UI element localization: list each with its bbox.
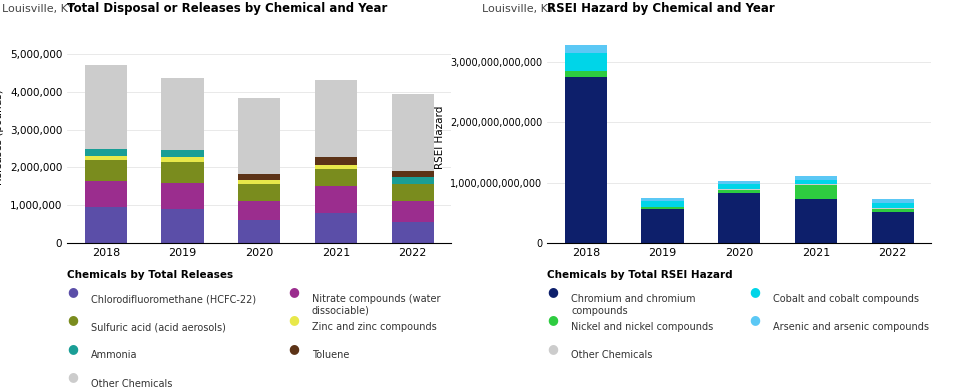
- Bar: [161, 162, 204, 183]
- Bar: [564, 53, 607, 71]
- Text: Louisville, KY: Louisville, KY: [482, 4, 554, 14]
- Bar: [564, 45, 607, 53]
- Y-axis label: RSEI Hazard: RSEI Hazard: [435, 105, 444, 169]
- Bar: [718, 190, 760, 193]
- Bar: [238, 220, 280, 243]
- Text: Other Chemicals: Other Chemicals: [571, 350, 653, 361]
- Bar: [392, 222, 434, 243]
- Bar: [238, 201, 280, 220]
- Text: Chemicals by Total Releases: Chemicals by Total Releases: [67, 270, 233, 281]
- Bar: [315, 213, 357, 243]
- Text: Chemicals by Total RSEI Hazard: Chemicals by Total RSEI Hazard: [547, 270, 732, 281]
- Text: Chlorodifluoromethane (HCFC-22): Chlorodifluoromethane (HCFC-22): [91, 294, 256, 304]
- Bar: [641, 201, 684, 207]
- Bar: [161, 150, 204, 157]
- Bar: [718, 181, 760, 184]
- Bar: [84, 181, 127, 207]
- Text: Ammonia: Ammonia: [91, 350, 137, 361]
- Bar: [315, 169, 357, 186]
- Bar: [238, 180, 280, 185]
- Bar: [315, 186, 357, 213]
- Bar: [564, 77, 607, 243]
- Bar: [161, 78, 204, 150]
- Text: Zinc and zinc compounds: Zinc and zinc compounds: [312, 322, 437, 332]
- Y-axis label: Releases (pounds): Releases (pounds): [0, 89, 5, 185]
- Text: Arsenic and arsenic compounds: Arsenic and arsenic compounds: [773, 322, 929, 332]
- Bar: [641, 207, 684, 209]
- Text: Louisville, KY: Louisville, KY: [2, 4, 74, 14]
- Bar: [84, 149, 127, 156]
- Bar: [872, 212, 914, 243]
- Text: ●: ●: [547, 313, 558, 327]
- Text: ●: ●: [288, 285, 299, 298]
- Bar: [718, 193, 760, 243]
- Bar: [795, 176, 837, 180]
- Bar: [564, 71, 607, 77]
- Text: Total Disposal or Releases by Chemical and Year: Total Disposal or Releases by Chemical a…: [67, 2, 388, 15]
- Text: Nickel and nickel compounds: Nickel and nickel compounds: [571, 322, 713, 332]
- Bar: [872, 209, 914, 212]
- Text: ●: ●: [67, 285, 78, 298]
- Bar: [795, 180, 837, 184]
- Bar: [392, 201, 434, 222]
- Bar: [315, 80, 357, 157]
- Bar: [161, 209, 204, 243]
- Bar: [718, 184, 760, 189]
- Bar: [315, 157, 357, 165]
- Bar: [392, 94, 434, 171]
- Bar: [161, 157, 204, 162]
- Bar: [795, 184, 837, 185]
- Text: RSEI Hazard by Chemical and Year: RSEI Hazard by Chemical and Year: [547, 2, 775, 15]
- Bar: [641, 198, 684, 201]
- Bar: [238, 185, 280, 201]
- Bar: [84, 156, 127, 160]
- Bar: [872, 203, 914, 208]
- Text: ●: ●: [288, 313, 299, 327]
- Text: ●: ●: [749, 313, 759, 327]
- Bar: [238, 174, 280, 180]
- Text: ●: ●: [547, 285, 558, 298]
- Bar: [315, 165, 357, 169]
- Bar: [718, 189, 760, 190]
- Bar: [392, 177, 434, 185]
- Bar: [795, 185, 837, 199]
- Text: Other Chemicals: Other Chemicals: [91, 379, 173, 389]
- Text: ●: ●: [547, 341, 558, 355]
- Bar: [795, 199, 837, 243]
- Bar: [392, 171, 434, 177]
- Text: ●: ●: [67, 370, 78, 383]
- Bar: [641, 209, 684, 243]
- Bar: [238, 98, 280, 174]
- Bar: [872, 200, 914, 203]
- Text: Chromium and chromium
compounds: Chromium and chromium compounds: [571, 294, 696, 316]
- Bar: [872, 208, 914, 209]
- Bar: [84, 65, 127, 149]
- Bar: [161, 183, 204, 209]
- Text: Sulfuric acid (acid aerosols): Sulfuric acid (acid aerosols): [91, 322, 226, 332]
- Text: ●: ●: [749, 285, 759, 298]
- Text: Nitrate compounds (water
dissociable): Nitrate compounds (water dissociable): [312, 294, 441, 316]
- Bar: [84, 207, 127, 243]
- Text: ●: ●: [67, 341, 78, 355]
- Text: ●: ●: [67, 313, 78, 327]
- Text: ●: ●: [288, 341, 299, 355]
- Bar: [84, 160, 127, 181]
- Text: Toluene: Toluene: [312, 350, 349, 361]
- Bar: [392, 185, 434, 201]
- Text: Cobalt and cobalt compounds: Cobalt and cobalt compounds: [773, 294, 919, 304]
